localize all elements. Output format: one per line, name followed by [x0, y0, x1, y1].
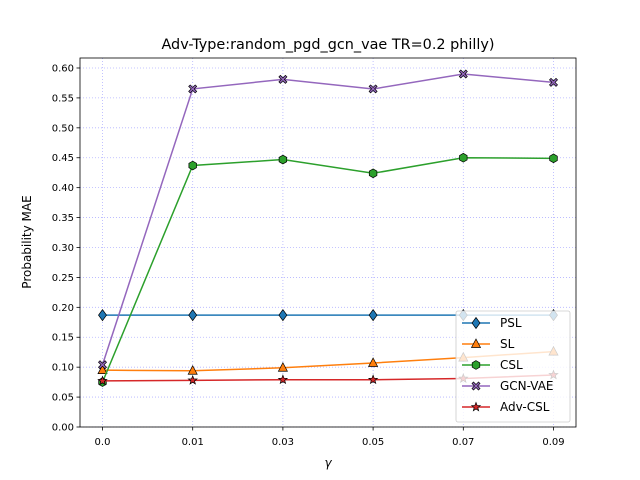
legend-marker [471, 381, 481, 391]
y-tick-label: 0.15 [52, 333, 74, 344]
y-tick-label: 0.35 [52, 213, 74, 224]
data-point [368, 309, 378, 322]
data-point [368, 168, 378, 179]
legend-item-sl: SL [462, 337, 515, 351]
legend-marker [471, 360, 481, 370]
data-point [98, 360, 107, 370]
series-line [101, 73, 554, 366]
data-point [459, 152, 468, 163]
data-point [368, 357, 379, 367]
y-tick-label: 0.05 [52, 393, 74, 404]
data-point [188, 309, 198, 322]
data-point [277, 374, 289, 385]
chart-title: Adv-Type:random_pgd_gcn_vae TR=0.2 phill… [161, 37, 494, 53]
x-tick-label: 0.03 [272, 437, 294, 448]
data-point [278, 309, 288, 322]
legend-label: SL [500, 337, 515, 351]
data-point [367, 374, 379, 385]
data-point [98, 309, 107, 322]
legend: PSL SL CSL GCN-VAE Adv-CSL [455, 310, 571, 423]
legend-label: PSL [500, 316, 522, 330]
data-point [97, 375, 108, 386]
y-tick-label: 0.45 [52, 153, 74, 164]
y-tick-label: 0.55 [52, 93, 74, 104]
data-point [458, 69, 468, 79]
data-point [97, 364, 108, 375]
legend-marker [470, 338, 482, 348]
legend-box [455, 310, 571, 423]
x-axis-label: γ [324, 456, 332, 470]
data-point [278, 154, 288, 165]
plot-frame [79, 57, 577, 428]
x-tick-label: 0.07 [452, 437, 474, 448]
legend-item-psl: PSL [462, 316, 522, 330]
data-point [187, 365, 198, 375]
data-point [549, 153, 558, 164]
legend-item-csl: CSL [462, 358, 523, 372]
legend-label: GCN-VAE [500, 379, 554, 393]
legend-label: Adv-CSL [500, 400, 550, 414]
y-tick-label: 0.10 [52, 363, 74, 374]
series-line [101, 156, 554, 383]
data-point [188, 84, 198, 94]
data-point [188, 160, 197, 171]
data-point [187, 374, 198, 385]
data-point [368, 84, 378, 94]
data-point [277, 362, 288, 372]
y-tick-label: 0.25 [52, 273, 74, 284]
x-tick-label: 0.01 [182, 437, 204, 448]
y-tick-label: 0.20 [52, 303, 74, 314]
legend-label: CSL [500, 358, 523, 372]
legend-marker [470, 401, 482, 412]
legend-item-gcn-vae: GCN-VAE [462, 379, 554, 393]
series-gcn-vae [98, 69, 558, 370]
legend-item-adv-csl: Adv-CSL [462, 400, 550, 414]
x-tick-label: 0.05 [362, 437, 384, 448]
y-tick-label: 0.40 [52, 183, 74, 194]
y-tick-label: 0.60 [52, 63, 74, 74]
y-axis-label: Probability MAE [20, 195, 34, 288]
y-tick-label: 0.00 [52, 423, 74, 434]
y-tick-label: 0.50 [52, 123, 74, 134]
data-point [549, 77, 558, 87]
axes: 0.0 0.01 0.03 0.05 0.07 0.09 0.00 0.05 0.10 0.15 0… [52, 57, 577, 448]
series-csl [98, 152, 558, 387]
legend-marker [471, 316, 481, 330]
data-point [278, 74, 288, 84]
y-tick-label: 0.30 [52, 243, 74, 254]
x-tick-label: 0.09 [542, 437, 564, 448]
x-tick-label: 0.0 [95, 437, 111, 448]
